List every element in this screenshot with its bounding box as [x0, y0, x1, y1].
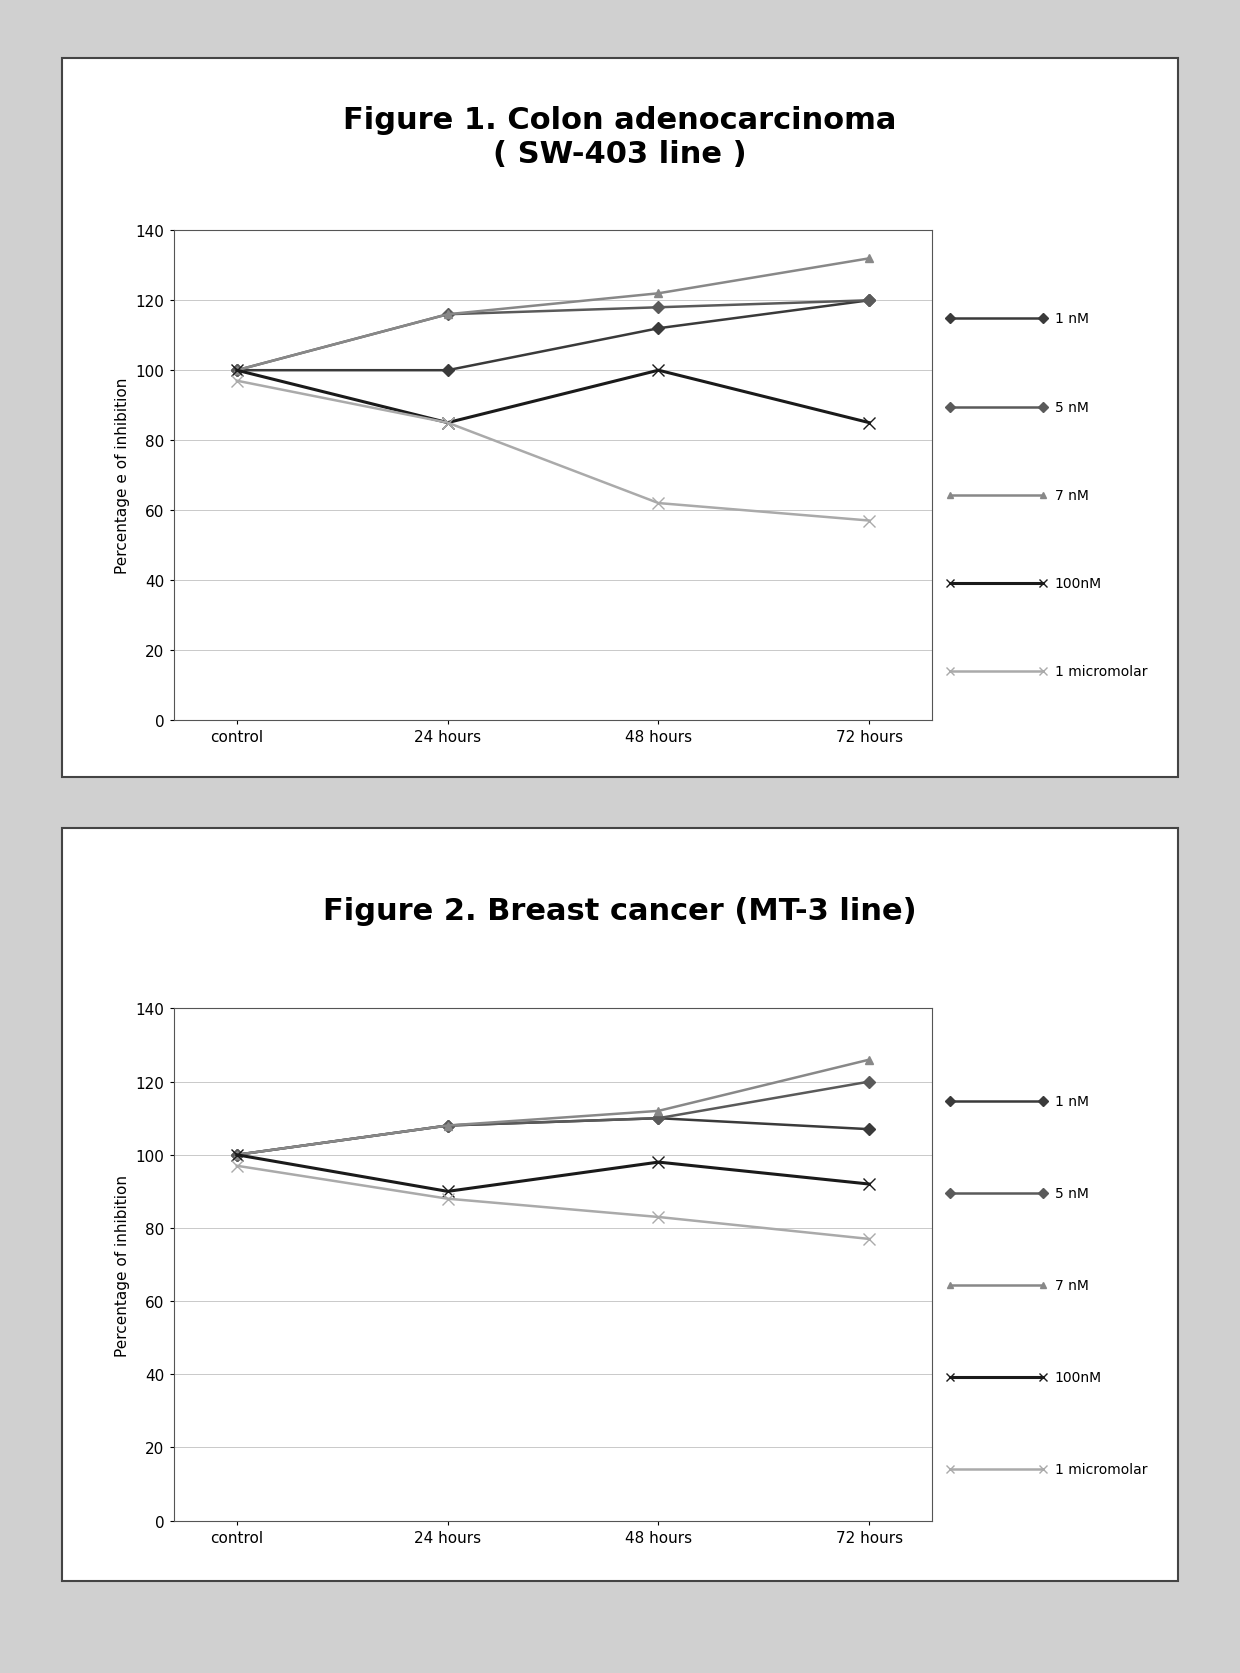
100nM [440, 1181, 455, 1201]
1 nM [440, 1116, 455, 1136]
5 nM [862, 1072, 877, 1092]
Line: 1 micromolar: 1 micromolar [232, 1161, 874, 1245]
7 nM [440, 304, 455, 325]
7 nM [862, 1051, 877, 1071]
Text: Figure 2. Breast cancer (MT-3 line): Figure 2. Breast cancer (MT-3 line) [324, 897, 916, 925]
5 nM [229, 361, 244, 381]
1 micromolar [862, 1230, 877, 1250]
Text: Figure 1. Colon adenocarcinoma
( SW-403 line ): Figure 1. Colon adenocarcinoma ( SW-403 … [343, 107, 897, 169]
7 nM [651, 284, 666, 304]
100nM [229, 1144, 244, 1164]
5 nM [440, 304, 455, 325]
7 nM [440, 1116, 455, 1136]
100nM [862, 1174, 877, 1195]
Text: 7 nM: 7 nM [1055, 489, 1089, 502]
Text: 1 micromolar: 1 micromolar [1055, 1462, 1147, 1477]
5 nM [440, 1116, 455, 1136]
Text: 100nM: 100nM [1055, 1370, 1102, 1385]
1 micromolar [440, 1190, 455, 1210]
Line: 5 nM: 5 nM [233, 1077, 873, 1159]
5 nM [862, 291, 877, 311]
Line: 5 nM: 5 nM [233, 296, 873, 375]
5 nM [229, 1144, 244, 1164]
Text: 5 nM: 5 nM [1055, 400, 1089, 415]
Line: 1 micromolar: 1 micromolar [232, 376, 874, 527]
Line: 7 nM: 7 nM [233, 1056, 873, 1159]
Y-axis label: Percentage e of inhibition: Percentage e of inhibition [115, 378, 130, 574]
Text: 1 nM: 1 nM [1055, 1094, 1089, 1108]
5 nM [651, 1109, 666, 1129]
Line: 1 nM: 1 nM [233, 1114, 873, 1159]
1 nM [862, 291, 877, 311]
1 micromolar [440, 413, 455, 433]
1 nM [651, 1109, 666, 1129]
1 micromolar [229, 371, 244, 391]
Text: 5 nM: 5 nM [1055, 1186, 1089, 1200]
Y-axis label: Percentage of inhibition: Percentage of inhibition [115, 1174, 130, 1355]
5 nM [651, 298, 666, 318]
7 nM [229, 361, 244, 381]
1 micromolar [651, 494, 666, 514]
1 nM [229, 361, 244, 381]
Text: 7 nM: 7 nM [1055, 1278, 1089, 1292]
100nM [651, 1153, 666, 1173]
100nM [440, 413, 455, 433]
Text: 1 micromolar: 1 micromolar [1055, 664, 1147, 679]
7 nM [229, 1144, 244, 1164]
Text: 1 nM: 1 nM [1055, 313, 1089, 326]
1 micromolar [229, 1156, 244, 1176]
Line: 100nM: 100nM [232, 1149, 874, 1198]
7 nM [651, 1101, 666, 1121]
100nM [229, 361, 244, 381]
Line: 1 nM: 1 nM [233, 296, 873, 375]
1 nM [229, 1144, 244, 1164]
1 nM [440, 361, 455, 381]
1 micromolar [862, 512, 877, 532]
1 nM [862, 1119, 877, 1139]
100nM [651, 361, 666, 381]
Text: 100nM: 100nM [1055, 577, 1102, 591]
1 micromolar [651, 1208, 666, 1228]
1 nM [651, 320, 666, 340]
7 nM [862, 249, 877, 269]
100nM [862, 413, 877, 433]
Line: 7 nM: 7 nM [233, 254, 873, 375]
Line: 100nM: 100nM [232, 365, 874, 428]
